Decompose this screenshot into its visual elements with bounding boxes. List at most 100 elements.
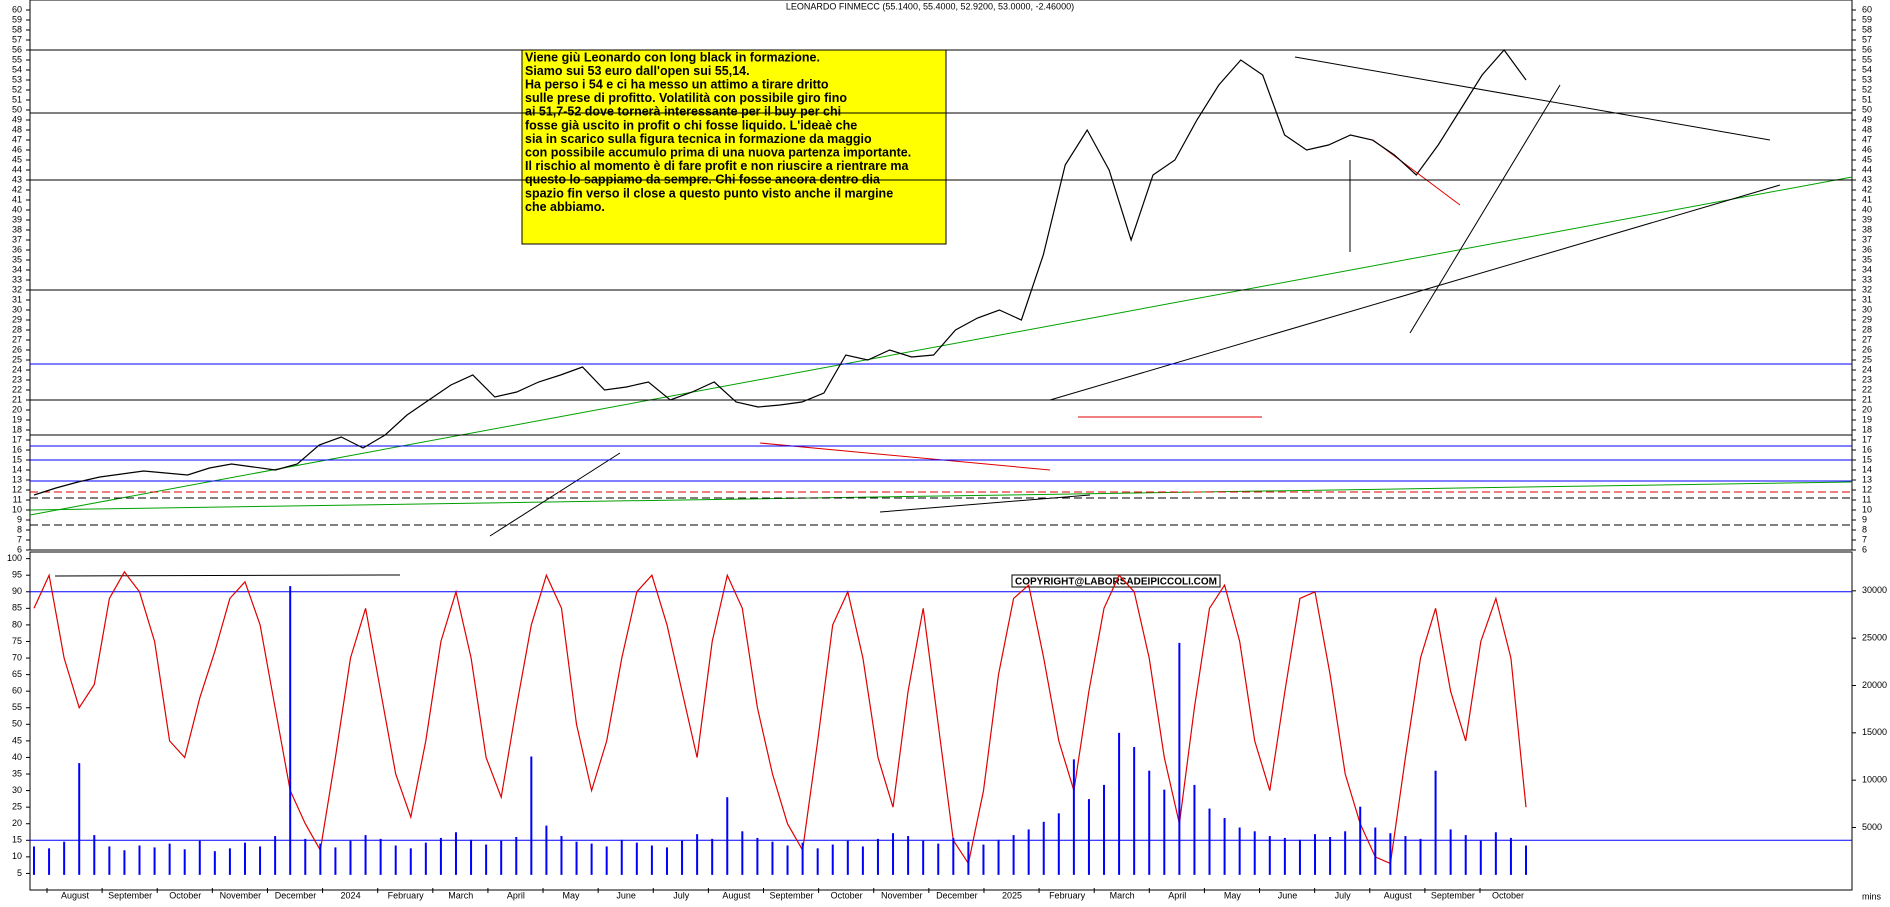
volume-bar: [545, 825, 548, 875]
y-tick-label: 20: [1862, 404, 1872, 414]
y-tick-label: 55: [12, 54, 22, 64]
y-tick-label: 34: [12, 264, 22, 274]
x-tick-label: September: [108, 890, 152, 900]
volume-bar: [274, 836, 277, 875]
volume-bar: [1404, 836, 1407, 875]
x-tick-label: October: [1492, 890, 1524, 900]
volume-bar: [500, 840, 503, 875]
volume-bar: [1434, 770, 1437, 875]
volume-bar: [605, 846, 608, 875]
y-tick-label: 52: [1862, 84, 1872, 94]
y-tick-label: 100: [7, 553, 22, 563]
volume-bar: [711, 838, 714, 875]
volume-bar: [394, 845, 397, 875]
y-tick-label: 12: [12, 484, 22, 494]
y-tick-label: 40: [1862, 204, 1872, 214]
y-tick-label: 40: [12, 752, 22, 762]
x-tick-label: October: [831, 890, 863, 900]
y-tick-label: 6: [1862, 544, 1867, 554]
y-tick-label: 55: [1862, 54, 1872, 64]
volume-bar: [982, 844, 985, 875]
volume-bar: [1268, 836, 1271, 875]
y-tick-label: 15: [12, 835, 22, 845]
y-tick-label: 16: [12, 444, 22, 454]
x-tick-label: June: [1278, 890, 1298, 900]
y-tick-label: 19: [12, 414, 22, 424]
y-tick-label: 54: [1862, 64, 1872, 74]
y-tick-label: 23: [1862, 374, 1872, 384]
comment-line: sia in scarico sulla figura tecnica in f…: [525, 132, 872, 146]
y-tick-label: 41: [12, 194, 22, 204]
volume-bar: [1133, 747, 1136, 875]
x-tick-label: March: [1110, 890, 1135, 900]
y-tick-label: 95: [12, 570, 22, 580]
volume-bar: [289, 586, 292, 875]
volume-bar: [1359, 806, 1362, 875]
volume-bar: [1193, 784, 1196, 875]
volume-bar: [123, 850, 126, 875]
y-tick-label: 39: [1862, 214, 1872, 224]
x-tick-label: August: [1384, 890, 1413, 900]
y-tick-label: 57: [12, 34, 22, 44]
y-tick-label: 14: [12, 464, 22, 474]
y2-tick-label: 25000: [1862, 633, 1887, 643]
volume-bar: [304, 838, 307, 875]
y-tick-label: 15: [12, 454, 22, 464]
y-tick-label: 47: [12, 134, 22, 144]
y-tick-label: 55: [12, 702, 22, 712]
comment-line: Siamo sui 53 euro dall'open sui 55,14.: [525, 64, 750, 78]
y-tick-label: 37: [12, 234, 22, 244]
y-tick-label: 35: [12, 768, 22, 778]
trendlines: [29, 56, 1853, 577]
volume-bar: [1298, 839, 1301, 875]
volume-bar: [485, 844, 488, 875]
y-tick-label: 8: [17, 524, 22, 534]
y-tick-label: 45: [12, 154, 22, 164]
x-tick-label: May: [1224, 890, 1242, 900]
volume-bar: [726, 797, 729, 875]
x-tick-label: April: [507, 890, 525, 900]
volume-bar: [756, 837, 759, 875]
y-tick-label: 6: [17, 544, 22, 554]
x-tick-label: November: [881, 890, 923, 900]
volume-bar: [1329, 836, 1332, 875]
volume-bar: [424, 842, 427, 875]
volume-bar: [319, 843, 322, 875]
y-tick-label: 34: [1862, 264, 1872, 274]
x-tick-label: February: [388, 890, 425, 900]
y2-tick-label: 15000: [1862, 727, 1887, 737]
volume-bar: [364, 835, 367, 875]
y-tick-label: 41: [1862, 194, 1872, 204]
volume-bar: [213, 851, 216, 875]
volume-bar: [786, 845, 789, 875]
y-tick-label: 23: [12, 374, 22, 384]
y-tick-label: 18: [1862, 424, 1872, 434]
y-tick-label: 57: [1862, 34, 1872, 44]
chart-title: LEONARDO FINMECC (55.1400, 55.4000, 52.9…: [786, 1, 1074, 11]
volume-bar: [620, 839, 623, 875]
volume-bar: [1148, 770, 1151, 875]
y-tick-label: 50: [12, 104, 22, 114]
y-tick-label: 43: [1862, 174, 1872, 184]
volume-bar: [470, 839, 473, 875]
trendline: [29, 481, 1853, 511]
volume-bar: [635, 842, 638, 875]
volume-bar: [1449, 829, 1452, 875]
y-tick-label: 28: [12, 324, 22, 334]
volume-bar: [1238, 827, 1241, 875]
volume-bar: [665, 847, 668, 875]
volume-bar: [741, 831, 744, 875]
y-tick-label: 60: [1862, 4, 1872, 14]
y-tick-label: 46: [12, 144, 22, 154]
y-tick-label: 25: [1862, 354, 1872, 364]
y-tick-label: 39: [12, 214, 22, 224]
y-tick-label: 24: [1862, 364, 1872, 374]
volume-bar: [93, 835, 96, 875]
x-tick-label: June: [616, 890, 636, 900]
y-tick-label: 11: [1862, 494, 1871, 504]
y-tick-label: 32: [12, 284, 22, 294]
x-tick-label: 2024: [341, 890, 361, 900]
comment-line: che abbiamo.: [525, 200, 605, 214]
volume-bar: [1525, 845, 1527, 875]
